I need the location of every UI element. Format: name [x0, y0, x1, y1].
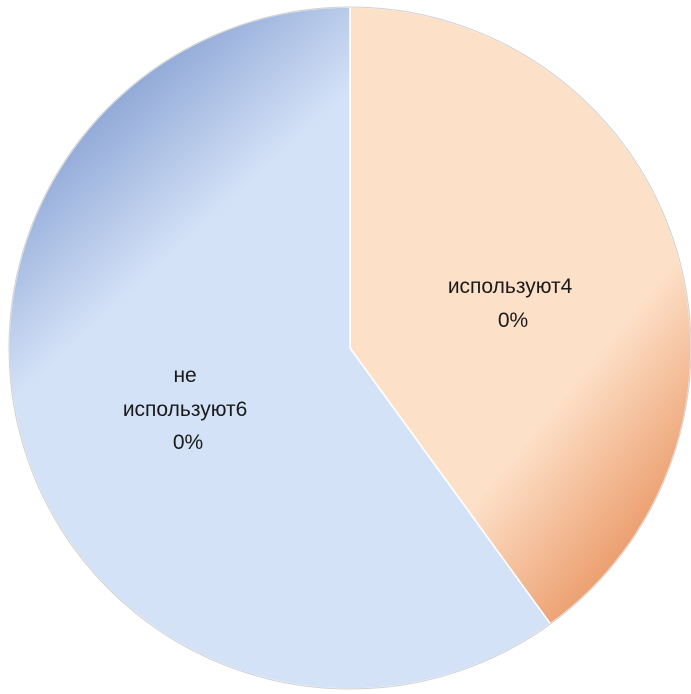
pie-outline: [8, 6, 691, 690]
pie-slices: [8, 6, 691, 690]
slice-label-not-used: не используют6 0%: [123, 364, 253, 454]
slice-label-used: используют4 0%: [448, 275, 578, 332]
